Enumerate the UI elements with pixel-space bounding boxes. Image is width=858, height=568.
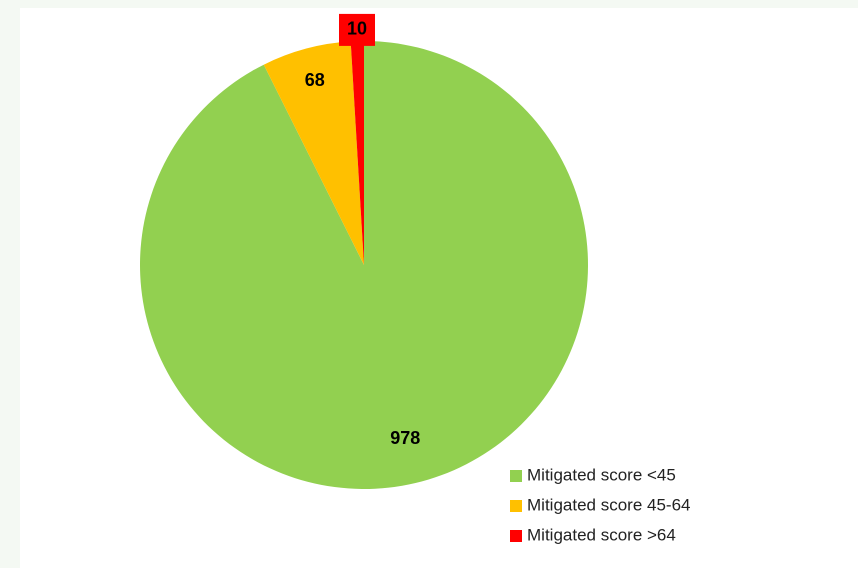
data-label-box bbox=[339, 13, 376, 46]
data-label: 978 bbox=[390, 428, 420, 448]
pie-slice bbox=[350, 41, 364, 265]
legend-swatch bbox=[510, 470, 522, 482]
legend-label: Mitigated score 45-64 bbox=[527, 495, 690, 514]
legend-swatch bbox=[510, 500, 522, 512]
legend-label: Mitigated score <45 bbox=[527, 465, 676, 484]
legend-label: Mitigated score >64 bbox=[527, 525, 676, 544]
pie-slice bbox=[140, 41, 589, 489]
legend-swatch bbox=[510, 530, 522, 542]
pie-slice bbox=[263, 41, 364, 265]
data-label: 10 bbox=[347, 19, 367, 39]
data-label: 68 bbox=[305, 70, 325, 90]
